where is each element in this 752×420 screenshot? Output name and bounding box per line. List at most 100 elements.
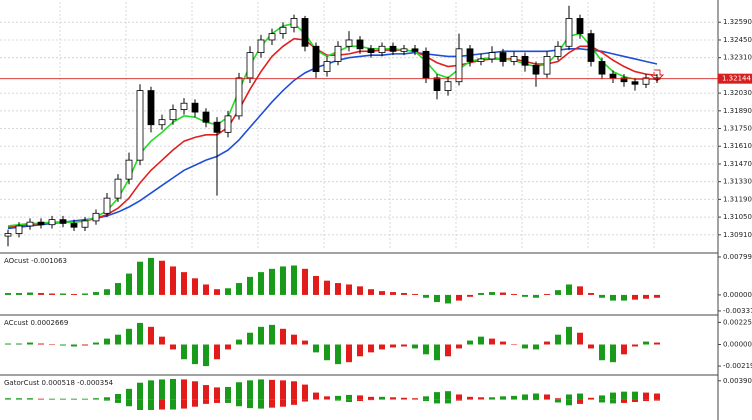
histogram-bar [148, 257, 154, 295]
histogram-bar [456, 344, 462, 349]
histogram-bar [632, 344, 638, 347]
histogram-bar [159, 336, 165, 345]
histogram-bar [225, 386, 231, 400]
current-price-box [718, 73, 752, 84]
histogram-bar [27, 292, 33, 295]
histogram-bar [390, 399, 396, 400]
candle-body [180, 102, 188, 110]
candle-body [224, 115, 232, 133]
histogram-bar [434, 392, 440, 400]
histogram-bar [346, 394, 352, 400]
histogram-bar [247, 332, 253, 345]
histogram-bar [313, 275, 319, 295]
histogram-bar [390, 397, 396, 400]
histogram-bar [170, 344, 176, 350]
histogram-bar [27, 398, 33, 400]
histogram-bar [390, 344, 396, 348]
histogram-bar [445, 344, 451, 357]
histogram-bar [522, 394, 528, 400]
histogram-bar [500, 292, 506, 295]
candle-body [433, 77, 441, 91]
histogram-bar [302, 268, 308, 295]
histogram-bar [324, 280, 330, 295]
histogram-bar [478, 293, 484, 295]
histogram-bar [49, 399, 55, 400]
histogram-bar [511, 399, 517, 400]
y-tick-label: 1.31050 [723, 213, 752, 221]
histogram-bar [467, 399, 473, 400]
histogram-bar [291, 265, 297, 295]
y-tick-label: -0.0021956 [723, 362, 752, 370]
histogram-bar [93, 342, 99, 345]
histogram-bar [621, 294, 627, 301]
histogram-bar [357, 395, 363, 400]
histogram-bar [115, 334, 121, 345]
histogram-bar [225, 288, 231, 295]
histogram-bar [16, 293, 22, 295]
histogram-bar [214, 387, 220, 400]
histogram-bar [335, 283, 341, 295]
histogram-bar [412, 399, 418, 400]
histogram-bar [93, 399, 99, 400]
histogram-bar [434, 344, 440, 361]
histogram-bar [269, 379, 275, 400]
candle-body [323, 61, 331, 72]
histogram-bar [82, 293, 88, 295]
histogram-bar [379, 291, 385, 295]
candle-body [620, 77, 628, 83]
candle-body [257, 39, 265, 54]
histogram-bar [489, 399, 495, 400]
histogram-bar [412, 344, 418, 349]
histogram-bar [544, 293, 550, 295]
candle-body [411, 48, 419, 52]
histogram-bar [5, 343, 11, 345]
candle-body [125, 159, 133, 180]
candle-body [532, 64, 540, 75]
histogram-bar [643, 399, 649, 402]
histogram-bar [5, 399, 11, 400]
histogram-bar [203, 385, 209, 400]
histogram-bar [588, 399, 594, 400]
histogram-bar [5, 293, 11, 295]
candle-body [4, 233, 12, 237]
histogram-bar [82, 399, 88, 400]
histogram-bar [577, 393, 583, 400]
histogram-bar [302, 399, 308, 402]
histogram-bar [489, 397, 495, 400]
histogram-bar [511, 293, 517, 295]
histogram-bar [533, 393, 539, 400]
histogram-bar [478, 336, 484, 345]
histogram-bar [236, 283, 242, 295]
histogram-bar [148, 380, 154, 400]
histogram-bar [467, 340, 473, 345]
histogram-bar [368, 396, 374, 400]
candle-body [642, 77, 650, 85]
histogram-bar [313, 344, 319, 353]
moving-average-line [7, 48, 658, 230]
histogram-bar [588, 293, 594, 295]
histogram-bar [654, 342, 660, 345]
histogram-bar [599, 344, 605, 361]
histogram-bar [49, 344, 55, 346]
candle-body [345, 39, 353, 47]
histogram-bar [203, 284, 209, 295]
histogram-bar [192, 399, 198, 407]
histogram-bar [60, 398, 66, 400]
histogram-bar [269, 268, 275, 295]
histogram-bar [511, 344, 517, 346]
candle-body [444, 81, 452, 91]
histogram-bar [423, 344, 429, 355]
histogram-bar [291, 399, 297, 405]
y-tick-label: 0.0022509 [723, 318, 752, 326]
histogram-bar [467, 294, 473, 297]
histogram-bar [643, 294, 649, 299]
y-tick-label: 1.32450 [723, 36, 752, 44]
histogram-bar [621, 399, 627, 403]
histogram-bar [478, 397, 484, 400]
histogram-bar [335, 344, 341, 365]
histogram-bar [610, 399, 616, 404]
histogram-bar [170, 266, 176, 295]
candle-body [147, 90, 155, 126]
histogram-bar [49, 293, 55, 295]
